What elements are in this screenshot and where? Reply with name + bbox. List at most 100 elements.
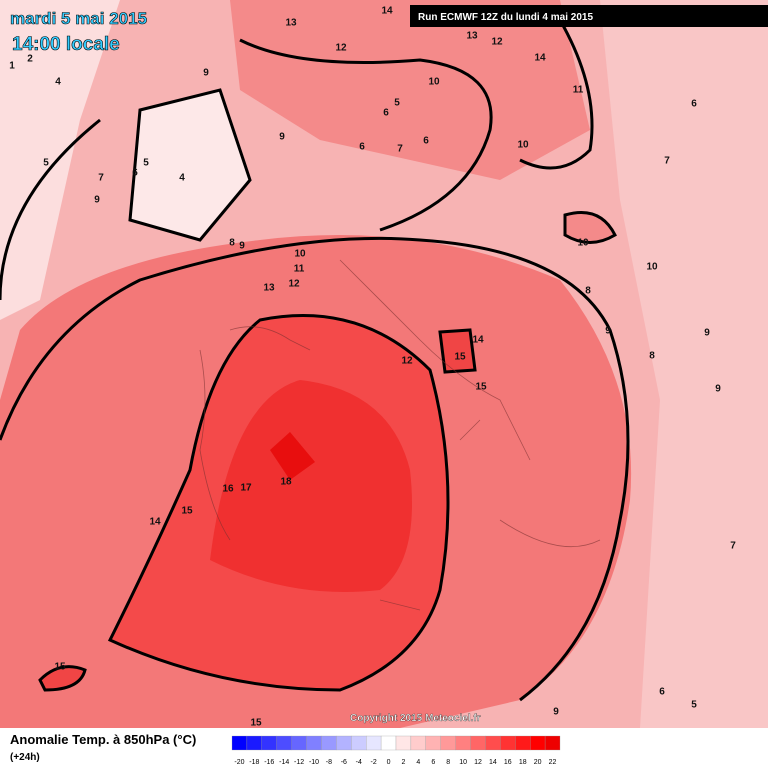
contour-label: 4 bbox=[179, 173, 185, 184]
contour-label: 15 bbox=[475, 382, 487, 393]
pocket-10 bbox=[563, 211, 617, 244]
contour-label: 5 bbox=[43, 158, 49, 169]
run-box bbox=[410, 5, 768, 27]
contour-label: 14 bbox=[381, 6, 393, 17]
north-warm bbox=[230, 0, 590, 180]
colorbar-label: -12 bbox=[294, 759, 304, 766]
contour-label: 12 bbox=[401, 356, 413, 367]
contour-label: 4 bbox=[55, 77, 61, 88]
colorbar-swatch bbox=[231, 735, 248, 751]
contour-label: 9 bbox=[279, 132, 285, 143]
coastlines bbox=[199, 259, 601, 611]
pocket-south bbox=[38, 665, 87, 692]
contour-label: 7 bbox=[730, 541, 736, 552]
contour-label: 9 bbox=[704, 328, 710, 339]
contour-label: 6 bbox=[359, 142, 365, 153]
contour-label: 7 bbox=[664, 156, 670, 167]
colorbar-label: 12 bbox=[474, 759, 482, 766]
colorbar-label: -14 bbox=[279, 759, 289, 766]
contour-label: 15 bbox=[54, 662, 66, 673]
contour-label: 9 bbox=[605, 326, 611, 337]
contour-label: 6 bbox=[659, 687, 665, 698]
colorbar-swatch bbox=[395, 735, 412, 751]
colorbar-swatch bbox=[306, 735, 322, 751]
colorbar-swatch bbox=[246, 735, 262, 751]
colorbar-swatch bbox=[291, 735, 307, 751]
colorbar-swatch bbox=[530, 735, 546, 751]
contour-label: 10 bbox=[517, 140, 529, 151]
colorbar-swatch bbox=[544, 735, 561, 751]
colorbar-swatch bbox=[276, 735, 292, 751]
contour-label: 8 bbox=[229, 238, 235, 249]
contour-label: 11 bbox=[294, 264, 305, 275]
contour-label: 15 bbox=[454, 352, 466, 363]
colorbar-label: 16 bbox=[504, 759, 512, 766]
colorbar-swatch bbox=[336, 735, 352, 751]
colorbar-label: 6 bbox=[431, 759, 435, 766]
contour-label: 10 bbox=[646, 262, 658, 273]
contour-label: 9 bbox=[203, 68, 209, 79]
colorbar-label: 22 bbox=[549, 759, 557, 766]
contour-label: 9 bbox=[94, 195, 100, 206]
contour-label: 10 bbox=[294, 249, 306, 260]
contour-label: 14 bbox=[534, 53, 546, 64]
colorbar-label: -4 bbox=[356, 759, 362, 766]
contour-label: 9 bbox=[553, 707, 559, 718]
contour-label: 8 bbox=[649, 351, 655, 362]
contour-label: 12 bbox=[288, 279, 300, 290]
contour-label: 16 bbox=[222, 484, 234, 495]
contour-label: 5 bbox=[691, 700, 697, 711]
colorbar-label: 14 bbox=[489, 759, 497, 766]
contour-label: 6 bbox=[691, 99, 697, 110]
colorbar-swatch bbox=[470, 735, 486, 751]
core-area bbox=[210, 380, 412, 592]
contour-label: 6 bbox=[132, 168, 138, 179]
colorbar-label: 4 bbox=[416, 759, 420, 766]
colorbar-swatch bbox=[500, 735, 516, 751]
contour-labels: 1314121312141110956676910674567924511010… bbox=[9, 6, 736, 729]
contour-line bbox=[0, 118, 101, 301]
contour-label: 15 bbox=[181, 506, 193, 517]
contour-label: 6 bbox=[423, 136, 429, 147]
contour-label: 9 bbox=[239, 241, 245, 252]
contour-label: 12 bbox=[335, 43, 347, 54]
colorbar-swatch bbox=[440, 735, 456, 751]
colorbar-swatch bbox=[455, 735, 471, 751]
colorbar-label: -10 bbox=[309, 759, 319, 766]
pocket-15 bbox=[438, 328, 477, 374]
contour-label: 7 bbox=[98, 173, 104, 184]
east-area bbox=[600, 0, 768, 728]
contour-label: 18 bbox=[280, 477, 292, 488]
cool-area bbox=[0, 0, 120, 320]
contour-label: 10 bbox=[577, 238, 589, 249]
contour-label: 8 bbox=[585, 286, 591, 297]
colorbar-swatch bbox=[485, 735, 501, 751]
contour-label: 13 bbox=[285, 18, 297, 29]
contour-label: 12 bbox=[491, 37, 503, 48]
contour-label: 1 bbox=[9, 61, 15, 72]
contour-label: 17 bbox=[240, 483, 252, 494]
copyright: Copyright 2015 Meteociel.fr bbox=[350, 713, 481, 724]
max-area bbox=[270, 432, 315, 480]
colorbar-swatch bbox=[380, 735, 397, 751]
colorbar-label: 0 bbox=[387, 759, 391, 766]
cool-pocket bbox=[128, 88, 252, 242]
colorbar-label: -8 bbox=[326, 759, 332, 766]
contour-label: 14 bbox=[472, 335, 484, 346]
contour-label: 7 bbox=[397, 144, 403, 155]
colorbar-label: -2 bbox=[371, 759, 377, 766]
contour-line bbox=[239, 38, 493, 232]
contour-label: 9 bbox=[715, 384, 721, 395]
run-info: Run ECMWF 12Z du lundi 4 mai 2015 bbox=[418, 12, 593, 23]
colorbar-label: 2 bbox=[402, 759, 406, 766]
contour-label: 13 bbox=[466, 31, 478, 42]
colorbar-label: -16 bbox=[264, 759, 274, 766]
contour-label: 6 bbox=[383, 108, 389, 119]
colorbar-label: 8 bbox=[446, 759, 450, 766]
footer-lead: (+24h) bbox=[10, 752, 40, 763]
colorbar-label: 10 bbox=[459, 759, 467, 766]
contour-label: 5 bbox=[394, 98, 400, 109]
contour-line bbox=[0, 236, 630, 702]
